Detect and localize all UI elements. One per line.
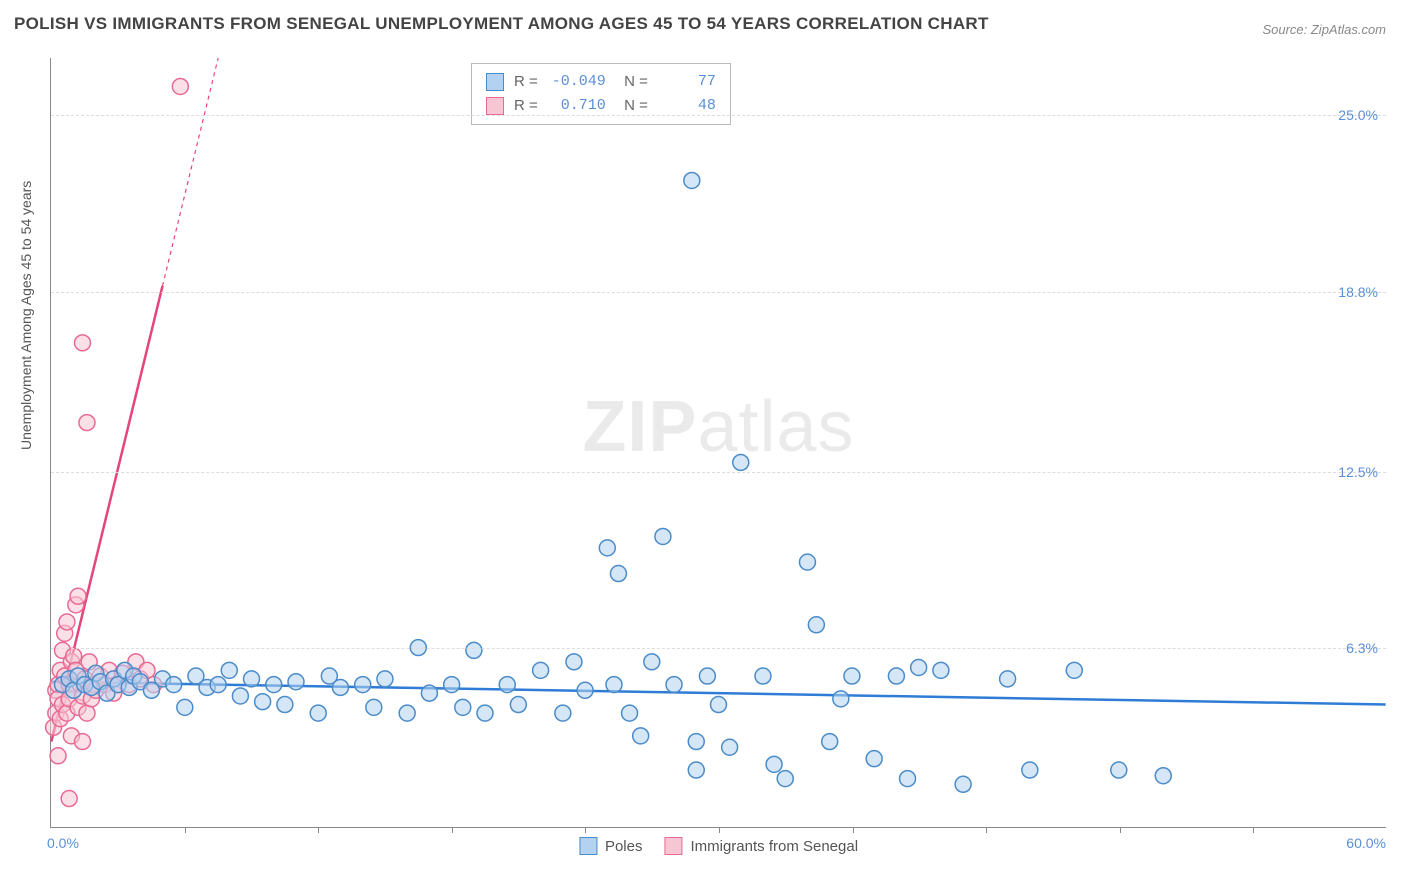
y-tick-label: 25.0% xyxy=(1338,107,1378,123)
x-tick xyxy=(185,827,186,833)
x-tick xyxy=(719,827,720,833)
y-tick-label: 18.8% xyxy=(1338,284,1378,300)
swatch-pink-icon xyxy=(486,97,504,115)
y-axis-label: Unemployment Among Ages 45 to 54 years xyxy=(18,181,34,450)
swatch-pink-icon xyxy=(664,837,682,855)
swatch-blue-icon xyxy=(486,73,504,91)
x-tick xyxy=(986,827,987,833)
x-axis-min-label: 0.0% xyxy=(47,835,79,851)
stat-n-value-blue: 77 xyxy=(658,70,716,94)
stat-r-value-blue: -0.049 xyxy=(548,70,606,94)
plot-area: ZIPatlas R = -0.049 N = 77 R = 0.710 N =… xyxy=(50,58,1386,828)
gridline xyxy=(51,472,1386,473)
gridline xyxy=(51,115,1386,116)
swatch-blue-icon xyxy=(579,837,597,855)
legend-label-senegal: Immigrants from Senegal xyxy=(690,838,858,855)
y-tick-label: 6.3% xyxy=(1346,640,1378,656)
gridline xyxy=(51,648,1386,649)
stat-r-label: R = xyxy=(514,70,538,94)
x-tick xyxy=(1120,827,1121,833)
legend-item-senegal: Immigrants from Senegal xyxy=(664,837,858,855)
stats-row-blue: R = -0.049 N = 77 xyxy=(486,70,716,94)
source-attribution: Source: ZipAtlas.com xyxy=(1262,22,1386,37)
x-tick xyxy=(452,827,453,833)
x-tick xyxy=(318,827,319,833)
y-tick-label: 12.5% xyxy=(1338,464,1378,480)
x-tick xyxy=(1253,827,1254,833)
x-tick xyxy=(853,827,854,833)
x-tick xyxy=(585,827,586,833)
legend-bottom: Poles Immigrants from Senegal xyxy=(579,837,858,855)
chart-canvas xyxy=(51,58,1386,827)
chart-title: POLISH VS IMMIGRANTS FROM SENEGAL UNEMPL… xyxy=(14,14,989,34)
gridline xyxy=(51,292,1386,293)
stat-n-label: N = xyxy=(616,70,648,94)
x-axis-max-label: 60.0% xyxy=(1346,835,1386,851)
legend-label-poles: Poles xyxy=(605,838,643,855)
legend-item-poles: Poles xyxy=(579,837,643,855)
